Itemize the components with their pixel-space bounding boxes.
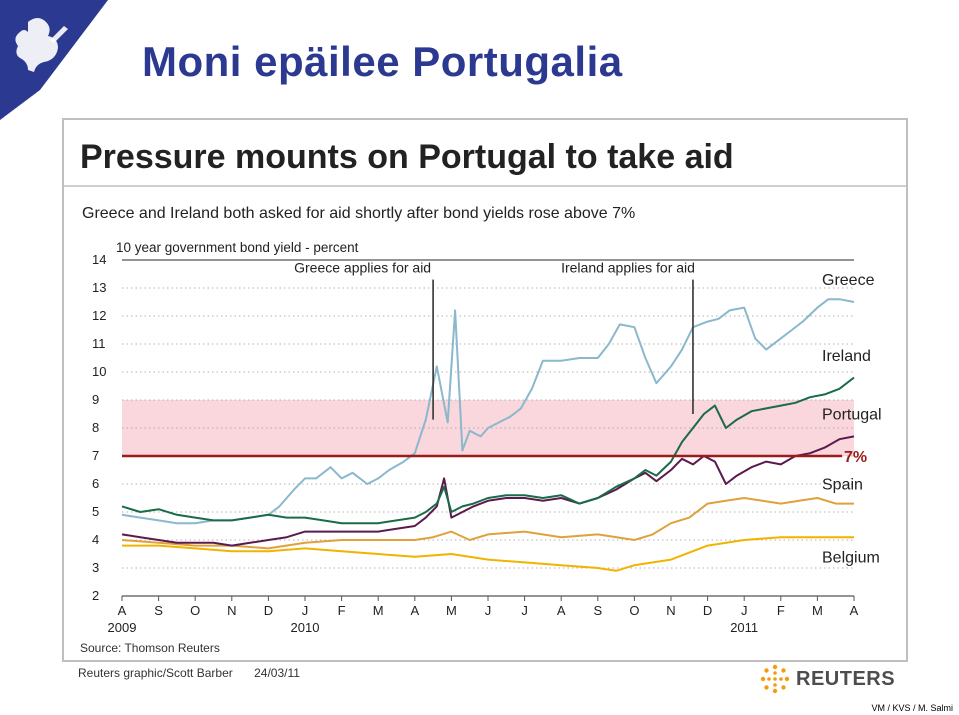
series-line-ireland	[121, 376, 855, 525]
x-tick-label: A	[850, 603, 859, 618]
x-tick-label: J	[521, 603, 528, 618]
series-line-spain	[121, 497, 854, 550]
series-label-spain: Spain	[822, 477, 863, 494]
x-tick-label: F	[777, 603, 785, 618]
series-label-ireland: Ireland	[822, 348, 871, 365]
x-tick-label: F	[338, 603, 346, 618]
chart-source: Source: Thomson Reuters	[80, 641, 220, 655]
chart-subheading: Greece and Ireland both asked for aid sh…	[82, 205, 635, 222]
annotation-label: Ireland applies for aid	[561, 260, 695, 276]
x-tick-label: A	[410, 603, 419, 618]
graphic-credit: Reuters graphic/Scott Barber 24/03/11	[78, 666, 318, 680]
y-tick-label: 5	[92, 504, 99, 519]
x-tick-label: A	[557, 603, 566, 618]
x-tick-label: O	[190, 603, 200, 618]
y-tick-label: 11	[92, 336, 106, 351]
x-tick-label: N	[227, 603, 236, 618]
series-line-greece	[121, 298, 855, 525]
x-tick-label: D	[703, 603, 712, 618]
y-tick-label: 12	[92, 308, 106, 323]
series-label-portugal: Portugal	[822, 407, 882, 424]
x-tick-label: N	[666, 603, 675, 618]
y-tick-label: 2	[92, 588, 99, 603]
series-label-belgium: Belgium	[822, 549, 880, 566]
chart-graphic: Pressure mounts on Portugal to take aid …	[62, 118, 908, 662]
credit-text: Reuters graphic/Scott Barber	[78, 666, 233, 680]
x-tick-label: J	[302, 603, 309, 618]
reuters-wordmark: REUTERS	[796, 667, 896, 690]
y-tick-label: 13	[92, 280, 106, 295]
y-tick-label: 7	[92, 448, 99, 463]
x-tick-label: D	[264, 603, 273, 618]
x-tick-label: O	[629, 603, 639, 618]
year-label: 2009	[108, 620, 137, 635]
x-tick-label: J	[741, 603, 748, 618]
reuters-dots-icon	[760, 664, 790, 694]
y-tick-label: 3	[92, 560, 99, 575]
y-tick-label: 14	[92, 252, 106, 267]
series-line-belgium	[122, 536, 854, 572]
y-axis-label: 10 year government bond yield - percent	[116, 240, 359, 255]
annotation-label: Greece applies for aid	[294, 260, 431, 276]
credit-date: 24/03/11	[254, 666, 300, 680]
year-label: 2010	[291, 620, 320, 635]
slide-title: Moni epäilee Portugalia	[142, 38, 623, 85]
reuters-logo: REUTERS	[760, 664, 895, 694]
x-tick-label: S	[593, 603, 602, 618]
x-tick-label: A	[118, 603, 127, 618]
chart-svg: Pressure mounts on Portugal to take aid …	[64, 138, 906, 655]
x-tick-label: M	[446, 603, 457, 618]
x-tick-label: M	[812, 603, 823, 618]
y-tick-label: 6	[92, 476, 99, 491]
y-tick-label: 9	[92, 392, 99, 407]
x-tick-label: J	[485, 603, 492, 618]
finnish-lion-logo	[0, 0, 120, 120]
y-tick-label: 10	[92, 364, 106, 379]
year-label: 2011	[730, 620, 758, 635]
threshold-label: 7%	[844, 449, 867, 466]
series-line-portugal	[121, 435, 855, 547]
x-tick-label: M	[373, 603, 384, 618]
x-tick-label: S	[154, 603, 163, 618]
y-tick-label: 4	[92, 532, 99, 547]
series-label-greece: Greece	[822, 272, 875, 289]
slide-signature: VM / KVS / M. Salmi	[871, 703, 953, 713]
y-tick-label: 8	[92, 420, 99, 435]
chart-headline: Pressure mounts on Portugal to take aid	[80, 138, 734, 176]
